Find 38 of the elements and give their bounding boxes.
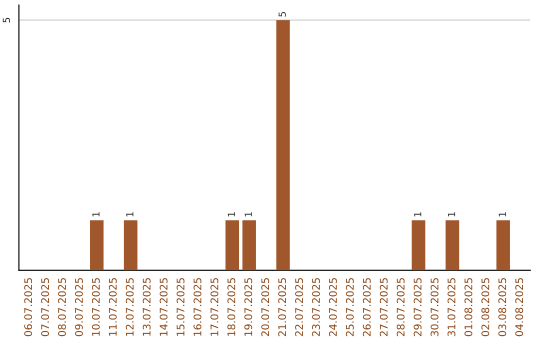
x-tick-label: 09.07.2025: [75, 278, 83, 336]
x-tick-label: 20.07.2025: [261, 278, 270, 336]
x-tick-label: 12.07.2025: [126, 278, 134, 336]
data-label: 1: [498, 212, 506, 216]
x-tick-label: 30.07.2025: [430, 278, 438, 336]
x-tick-label: 06.07.2025: [24, 278, 32, 336]
x-tick-label: 22.07.2025: [295, 278, 304, 336]
data-label: 5: [278, 12, 286, 17]
data-label: 1: [448, 212, 456, 216]
x-tick-label: 19.07.2025: [244, 278, 252, 336]
x-tick-label: 26.07.2025: [362, 278, 371, 336]
x-tick-label: 27.07.2025: [380, 278, 388, 336]
x-tick-label: 28.07.2025: [396, 278, 405, 336]
x-tick-label: 15.07.2025: [176, 278, 184, 336]
data-label: 1: [228, 212, 235, 216]
x-tick-label: 29.07.2025: [414, 278, 422, 336]
x-tick-label: 21.07.2025: [278, 278, 286, 336]
data-label: 1: [126, 212, 134, 216]
x-tick-label: 18.07.2025: [227, 278, 236, 336]
data-label: 1: [244, 212, 252, 216]
x-tick-label: 01.08.2025: [464, 278, 472, 336]
x-tick-label: 23.07.2025: [312, 278, 320, 336]
x-tick-label: 11.07.2025: [108, 278, 117, 336]
data-label: 1: [414, 212, 422, 216]
x-tick-label: 07.07.2025: [41, 278, 50, 336]
x-tick-label: 13.07.2025: [142, 278, 151, 336]
x-tick-label: 16.07.2025: [194, 278, 202, 336]
data-label: 1: [92, 212, 100, 216]
x-tick-label: 10.07.2025: [92, 278, 100, 336]
x-tick-label: 14.07.2025: [160, 278, 168, 336]
x-tick-label: 17.07.2025: [210, 278, 218, 336]
x-tick-label: 08.07.2025: [58, 278, 66, 336]
x-tick-label: 03.08.2025: [498, 278, 506, 336]
x-tick-label: 24.07.2025: [329, 278, 337, 336]
x-tick-label: 02.08.2025: [481, 278, 490, 336]
x-tick-label: 31.07.2025: [448, 278, 456, 336]
x-tick-label: 25.07.2025: [346, 278, 354, 336]
x-tick-label: 04.08.2025: [515, 278, 524, 336]
